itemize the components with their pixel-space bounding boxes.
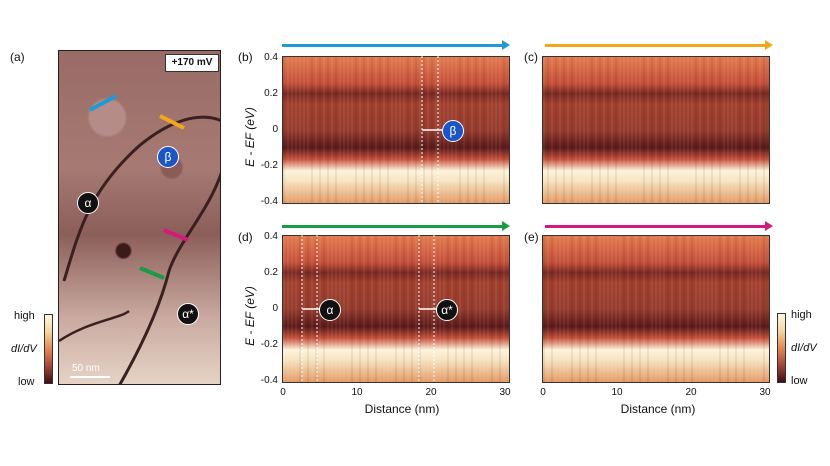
xlabel-d: Distance (nm) xyxy=(364,402,440,416)
colorbar-left-quantity: dI/dV xyxy=(11,343,37,355)
y-tick-label: -0.4 xyxy=(260,375,278,386)
panel-label-a: (a) xyxy=(10,50,25,64)
panel-label-d: (d) xyxy=(238,230,253,244)
scalebar xyxy=(70,376,110,378)
heatmap-image xyxy=(543,57,769,203)
arrow-green xyxy=(282,221,510,231)
x-tick-label: 10 xyxy=(351,387,363,398)
colorbar-right-quantity: dI/dV xyxy=(791,342,817,354)
x-tick-label: 30 xyxy=(759,387,771,398)
y-tick-label: 0.2 xyxy=(264,267,278,278)
x-tick-label: 0 xyxy=(540,387,546,398)
y-tick-label: -0.2 xyxy=(260,160,278,171)
panel-label-e: (e) xyxy=(524,230,539,244)
heatmap-image xyxy=(543,236,769,382)
y-tick-label: -0.4 xyxy=(260,196,278,207)
label-alpha-star: α* xyxy=(177,303,199,325)
ylabel-top: E - EF (eV) xyxy=(243,107,257,167)
arrow-orange xyxy=(545,40,773,50)
x-tick-label: 30 xyxy=(499,387,511,398)
x-tick-label: 10 xyxy=(611,387,623,398)
y-tick-label: 0 xyxy=(272,303,278,314)
y-tick-label: -0.2 xyxy=(260,339,278,350)
colorbar-right xyxy=(777,313,786,383)
x-tick-label: 20 xyxy=(685,387,697,398)
panel-label-c: (c) xyxy=(524,50,538,64)
y-tick-label: 0.4 xyxy=(264,52,278,63)
scalebar-label: 50 nm xyxy=(72,363,100,374)
annotation-beta: β xyxy=(442,120,464,142)
annotation-lines-b xyxy=(421,56,442,204)
panel-label-b: (b) xyxy=(238,50,253,64)
colorbar-left-high: high xyxy=(14,310,35,322)
heatmap-b xyxy=(282,56,510,204)
annotation-alpha: α xyxy=(319,299,341,321)
heatmap-c xyxy=(542,56,770,204)
arrow-blue xyxy=(282,40,510,50)
xlabel-e: Distance (nm) xyxy=(620,402,696,416)
label-alpha: α xyxy=(77,192,99,214)
annotation-lines-d xyxy=(301,235,436,383)
y-tick-label: 0.2 xyxy=(264,88,278,99)
y-tick-label: 0 xyxy=(272,124,278,135)
colorbar-right-low: low xyxy=(791,375,808,387)
bias-label: +170 mV xyxy=(165,54,219,72)
map-arrows xyxy=(89,94,189,280)
heatmap-e xyxy=(542,235,770,383)
domain-boundaries xyxy=(59,115,220,384)
x-tick-label: 20 xyxy=(425,387,437,398)
colorbar-right-high: high xyxy=(791,309,812,321)
arrow-magenta xyxy=(545,221,773,231)
ylabel-bottom: E - EF (eV) xyxy=(243,286,257,346)
x-tick-label: 0 xyxy=(280,387,286,398)
colorbar-left xyxy=(44,314,53,384)
colorbar-left-low: low xyxy=(18,376,35,388)
y-tick-label: 0.4 xyxy=(264,231,278,242)
annotation-alpha-star: α* xyxy=(436,299,458,321)
didv-map xyxy=(58,50,221,385)
label-beta: β xyxy=(157,146,179,168)
